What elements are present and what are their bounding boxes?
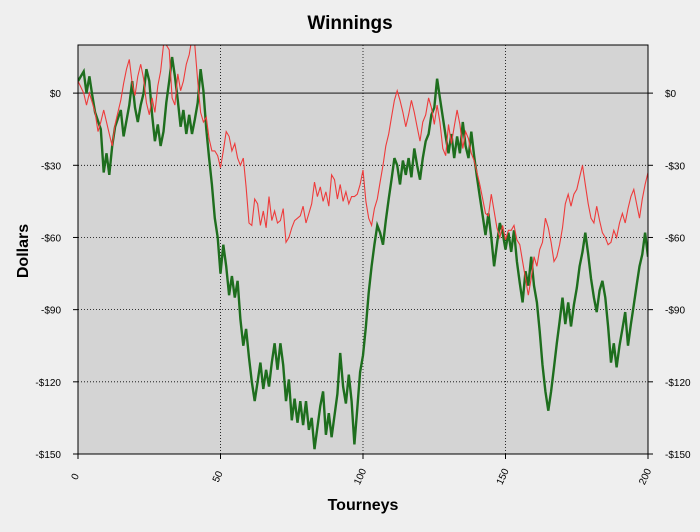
y-tick-label-left: -$30 [41, 161, 61, 172]
y-tick-label-right: -$60 [665, 233, 685, 244]
y-tick-label-right: -$30 [665, 161, 685, 172]
y-tick-label-left: -$90 [41, 306, 61, 317]
y-tick-label-left: $0 [50, 89, 62, 100]
series-line-2 [78, 45, 648, 296]
y-tick-label-right: -$90 [665, 306, 685, 317]
y-axis-label: Dollars [15, 224, 32, 278]
y-tick-label-left: -$150 [35, 450, 61, 461]
y-tick-label-right: -$150 [665, 450, 691, 461]
y-tick-label-left: -$60 [41, 233, 61, 244]
series-line-1 [78, 56, 648, 450]
y-tick-label-right: $0 [665, 89, 677, 100]
plot-area: $0 $0 -$30 -$30 -$60 -$60 -$90 -$90 -$120 -$120 -$… [35, 44, 691, 487]
plot-border [77, 44, 649, 455]
x-tick-label: 0 [70, 472, 83, 482]
x-tick-label: 50 [211, 469, 226, 484]
y-tick-label-right: -$120 [665, 378, 691, 389]
chart-title: Winnings [307, 13, 392, 34]
x-axis-label: Tourneys [328, 497, 399, 514]
y-tick-label-left: -$120 [35, 378, 61, 389]
